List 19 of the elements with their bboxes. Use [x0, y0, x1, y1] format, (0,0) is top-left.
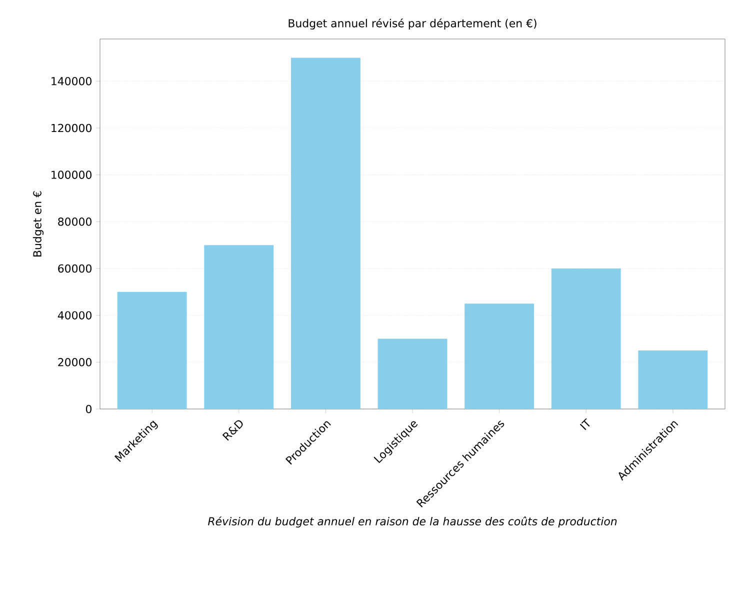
- bar: [638, 350, 708, 410]
- y-tick-label: 0: [86, 404, 92, 414]
- bar: [551, 268, 621, 410]
- y-tick-label: 20000: [58, 358, 92, 366]
- y-tick-label: 60000: [58, 264, 92, 273]
- bar: [204, 245, 274, 410]
- bar: [117, 292, 187, 410]
- chart-title: Budget annuel révisé par département (en €): [288, 18, 536, 30]
- x-tick-label: IT: [580, 418, 590, 430]
- bar: [378, 338, 448, 410]
- y-axis-title: Budget en €: [32, 191, 44, 256]
- y-tick-label: 40000: [58, 311, 92, 320]
- y-tick-label: 100000: [52, 170, 92, 179]
- x-axis-title: Révision du budget annuel en raison de la hausse des coûts de production: [208, 516, 617, 528]
- bar: [464, 304, 534, 410]
- y-tick-label: 140000: [52, 77, 92, 86]
- y-tick-label: 120000: [52, 124, 92, 132]
- y-tick-label: 80000: [58, 218, 92, 226]
- bar: [290, 58, 360, 410]
